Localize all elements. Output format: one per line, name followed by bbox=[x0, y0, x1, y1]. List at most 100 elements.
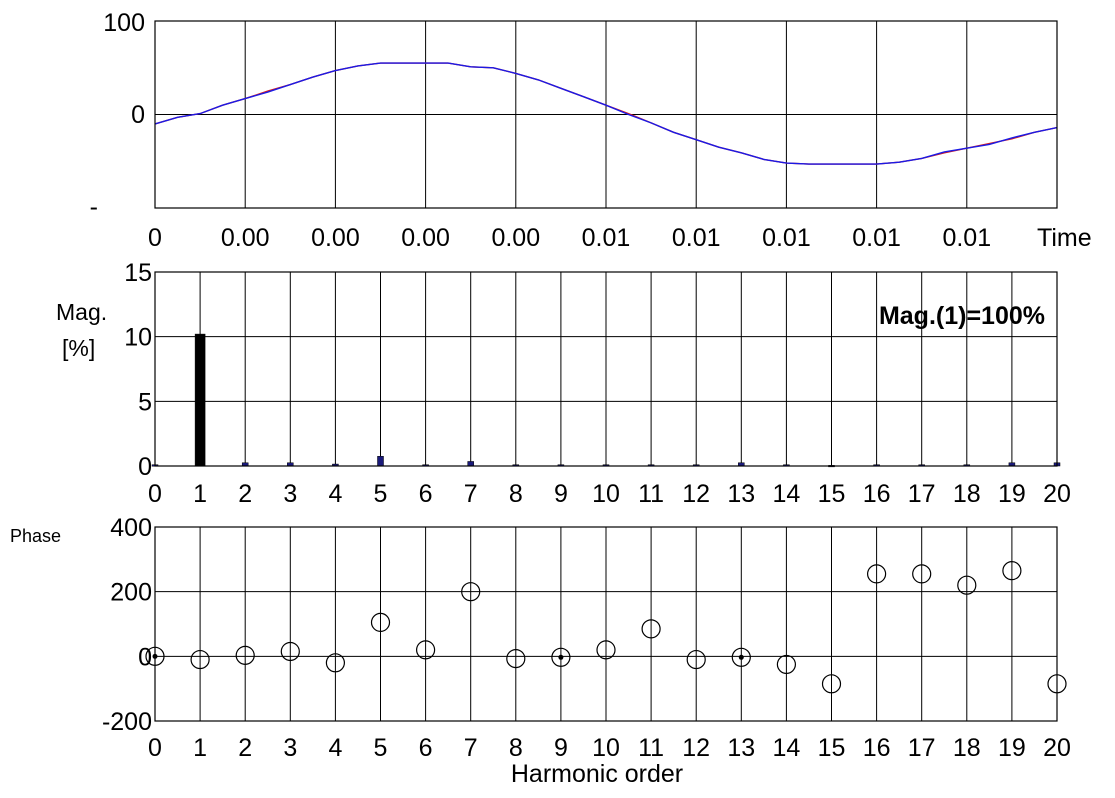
phase-x-tick-label: 4 bbox=[328, 734, 342, 762]
magnitude-y-tick-label: 15 bbox=[124, 259, 152, 287]
phase-point bbox=[596, 640, 616, 660]
phase-x-tick-label: 19 bbox=[998, 734, 1026, 762]
phase-point bbox=[912, 564, 932, 584]
phase-x-tick-label: 15 bbox=[818, 734, 846, 762]
phase-x-tick-label: 7 bbox=[464, 734, 478, 762]
waveform-x-tick-label: 0.00 bbox=[311, 224, 360, 252]
magnitude-bar bbox=[194, 333, 206, 467]
phase-y-tick-label: 400 bbox=[110, 514, 152, 542]
magnitude-plot-frame bbox=[154, 271, 1058, 467]
magnitude-y-label-line2: [%] bbox=[62, 335, 95, 361]
waveform-x-tick-label: 0.00 bbox=[491, 224, 540, 252]
waveform-y-tick-min: - bbox=[90, 193, 98, 221]
phase-x-tick-label: 0 bbox=[148, 734, 162, 762]
magnitude-x-tick-label: 2 bbox=[238, 480, 252, 508]
phase-x-tick-label: 11 bbox=[638, 734, 664, 762]
magnitude-y-tick-label: 0 bbox=[138, 453, 152, 481]
phase-plot-frame bbox=[154, 526, 1058, 722]
magnitude-x-tick-label: 15 bbox=[818, 480, 846, 508]
magnitude-x-tick-label: 10 bbox=[592, 480, 620, 508]
waveform-series-line-1 bbox=[154, 62, 1058, 165]
magnitude-x-tick-label: 9 bbox=[554, 480, 568, 508]
waveform-panel: 100 0 - 0 0.00 0.00 0.00 0.00 0.01 0.01 0.01 0.0… bbox=[90, 9, 1092, 252]
phase-x-tick-label: 12 bbox=[682, 734, 710, 762]
phase-x-tick-label: 2 bbox=[238, 734, 252, 762]
phase-point bbox=[776, 654, 797, 675]
waveform-y-tick-100: 100 bbox=[103, 9, 145, 37]
phase-x-tick-label: 3 bbox=[283, 734, 297, 762]
magnitude-y-ticks: 0 5 10 15 bbox=[124, 259, 152, 481]
magnitude-x-ticks: 0 1 2 3 4 5 6 7 8 9 10 11 12 13 14 15 16 17 18 19 20 bbox=[148, 480, 1071, 508]
waveform-x-axis-label: Time bbox=[1037, 224, 1092, 252]
phase-x-tick-label: 9 bbox=[554, 734, 568, 762]
magnitude-x-tick-label: 20 bbox=[1043, 480, 1071, 508]
phase-point bbox=[821, 674, 842, 694]
phase-point bbox=[641, 619, 661, 639]
phase-point bbox=[280, 641, 300, 662]
waveform-x-tick-label: 0 bbox=[148, 224, 162, 252]
waveform-series bbox=[154, 62, 1058, 165]
phase-x-tick-label: 5 bbox=[374, 734, 388, 762]
magnitude-x-tick-label: 16 bbox=[863, 480, 891, 508]
waveform-x-tick-label: 0.01 bbox=[762, 224, 811, 252]
magnitude-annotation: Mag.(1)=100% bbox=[879, 302, 1045, 330]
magnitude-x-tick-label: 11 bbox=[638, 480, 664, 508]
waveform-grid bbox=[155, 21, 1057, 208]
phase-grid bbox=[155, 527, 1057, 721]
phase-point-center-dot bbox=[738, 654, 744, 660]
phase-point-center-dot bbox=[558, 654, 564, 660]
waveform-x-tick-label: 0.01 bbox=[852, 224, 901, 252]
magnitude-x-tick-label: 18 bbox=[953, 480, 981, 508]
phase-x-ticks: 0 1 2 3 4 5 6 7 8 9 10 11 12 13 14 15 16 17 18 19 20 bbox=[148, 734, 1071, 762]
magnitude-x-tick-label: 0 bbox=[148, 480, 162, 508]
phase-point bbox=[416, 640, 436, 660]
phase-x-tick-label: 17 bbox=[908, 734, 936, 762]
phase-point bbox=[461, 582, 481, 602]
magnitude-x-tick-label: 3 bbox=[283, 480, 297, 508]
phase-x-tick-label: 14 bbox=[772, 734, 800, 762]
magnitude-bar bbox=[467, 461, 474, 467]
waveform-x-tick-label: 0.01 bbox=[672, 224, 721, 252]
waveform-x-tick-label: 0.01 bbox=[942, 224, 991, 252]
phase-y-tick-label: -200 bbox=[102, 708, 152, 736]
magnitude-x-tick-label: 7 bbox=[464, 480, 478, 508]
magnitude-x-tick-label: 4 bbox=[328, 480, 342, 508]
magnitude-x-tick-label: 17 bbox=[908, 480, 936, 508]
phase-y-label: Phase bbox=[10, 526, 61, 546]
waveform-x-tick-label: 0.00 bbox=[401, 224, 450, 252]
phase-point bbox=[957, 575, 977, 595]
phase-x-tick-label: 8 bbox=[509, 734, 523, 762]
magnitude-x-tick-label: 12 bbox=[682, 480, 710, 508]
phase-x-tick-label: 6 bbox=[419, 734, 433, 762]
phase-x-tick-label: 10 bbox=[592, 734, 620, 762]
phase-x-tick-label: 20 bbox=[1043, 734, 1071, 762]
magnitude-x-tick-label: 1 bbox=[193, 480, 207, 508]
phase-y-tick-label: 200 bbox=[110, 579, 152, 607]
phase-point bbox=[551, 647, 571, 667]
waveform-x-tick-label: 0.01 bbox=[582, 224, 631, 252]
magnitude-bar bbox=[377, 456, 384, 467]
phase-y-tick-label: 0 bbox=[138, 643, 152, 671]
phase-point bbox=[190, 649, 210, 670]
phase-point bbox=[731, 647, 751, 667]
waveform-y-tick-0: 0 bbox=[131, 101, 145, 129]
magnitude-y-tick-label: 10 bbox=[124, 324, 152, 352]
phase-point bbox=[1002, 561, 1022, 581]
phase-point bbox=[866, 564, 887, 584]
magnitude-x-tick-label: 14 bbox=[772, 480, 800, 508]
phase-point bbox=[686, 649, 706, 670]
phase-x-tick-label: 18 bbox=[953, 734, 981, 762]
phase-point bbox=[235, 645, 255, 665]
phase-x-tick-label: 16 bbox=[863, 734, 891, 762]
phase-point bbox=[325, 653, 345, 673]
waveform-x-tick-label: 0.00 bbox=[221, 224, 270, 252]
magnitude-x-tick-label: 5 bbox=[374, 480, 388, 508]
phase-point bbox=[370, 612, 391, 632]
magnitude-x-tick-label: 19 bbox=[998, 480, 1026, 508]
waveform-x-ticks: 0 0.00 0.00 0.00 0.00 0.01 0.01 0.01 0.01 0.01 bbox=[148, 224, 991, 252]
waveform-plot-frame bbox=[154, 20, 1058, 209]
phase-y-ticks: -200 0 200 400 bbox=[102, 514, 152, 736]
